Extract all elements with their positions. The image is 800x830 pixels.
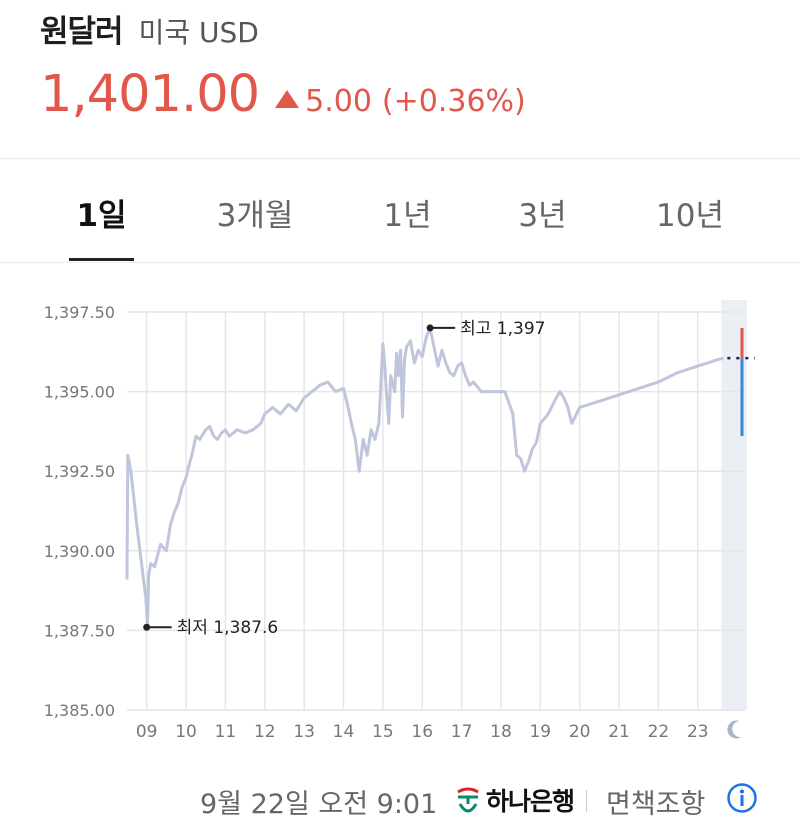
moon-icon [727,720,742,739]
active-tab-indicator [69,258,134,261]
x-tick-label: 19 [529,722,551,742]
high-annotation-label: 최고 1,397 [460,319,545,339]
annotation-dot [143,623,151,631]
y-tick-label: 1,392.50 [44,462,115,481]
change-percent: (+0.36%) [381,84,526,119]
y-tick-label: 1,385.00 [44,701,115,720]
y-tick-label: 1,395.00 [44,383,115,402]
separator [586,790,587,812]
tab-3-months[interactable]: 3개월 [216,198,294,234]
title-row: 원달러 미국 USD [40,6,526,51]
change-value: 5.00 [305,84,372,119]
x-tick-label: 17 [451,722,473,742]
x-tick-label: 20 [569,722,591,742]
quote-header: 원달러 미국 USD 1,401.00 5.00 (+0.36%) [40,6,526,124]
currency-pair-subtitle: 미국 USD [138,16,259,49]
period-tabs: 1일 3개월 1년 3년 10년 [0,190,800,262]
y-tick-label: 1,387.50 [44,621,115,640]
x-tick-label: 22 [648,722,670,742]
up-arrow-icon [275,90,300,108]
hana-bank-logo-icon [457,787,479,813]
tab-1-year[interactable]: 1년 [383,198,432,234]
x-tick-label: 18 [490,722,512,742]
x-tick-label: 11 [215,722,237,742]
update-timestamp: 9월 22일 오전 9:01 [200,789,438,820]
footer: 9월 22일 오전 9:01 하나은행 면책조항 [0,778,800,822]
y-tick-label: 1,397.50 [44,303,115,322]
annotation-dot [426,324,434,332]
x-tick-label: 09 [136,722,158,742]
bank-source: 하나은행 [452,782,575,818]
disclaimer-link[interactable]: 면책조항 [606,789,706,820]
x-tick-label: 23 [687,722,709,742]
x-tick-label: 14 [333,722,355,742]
x-tick-label: 16 [411,722,433,742]
y-tick-label: 1,390.00 [44,542,115,561]
series-line [125,326,724,629]
x-tick-label: 15 [372,722,394,742]
divider [0,158,800,159]
price-change: 5.00 (+0.36%) [275,84,526,119]
x-tick-label: 21 [608,722,630,742]
low-annotation-label: 최저 1,387.6 [177,618,279,638]
x-tick-label: 12 [254,722,276,742]
bank-name: 하나은행 [486,787,575,816]
tab-1-day[interactable]: 1일 [76,198,127,234]
tab-10-years[interactable]: 10년 [656,198,724,234]
tab-3-years[interactable]: 3년 [518,198,567,234]
currency-pair-name: 원달러 [40,14,124,50]
exchange-rate-chart[interactable]: 1,385.00 1,387.50 1,390.00 1,392.50 1,395.00… [0,290,800,760]
divider [0,262,800,263]
price-row: 1,401.00 5.00 (+0.36%) [40,65,526,124]
x-tick-label: 13 [293,722,315,742]
current-price: 1,401.00 [40,65,260,124]
info-icon[interactable] [726,782,758,814]
x-tick-label: 10 [175,722,197,742]
